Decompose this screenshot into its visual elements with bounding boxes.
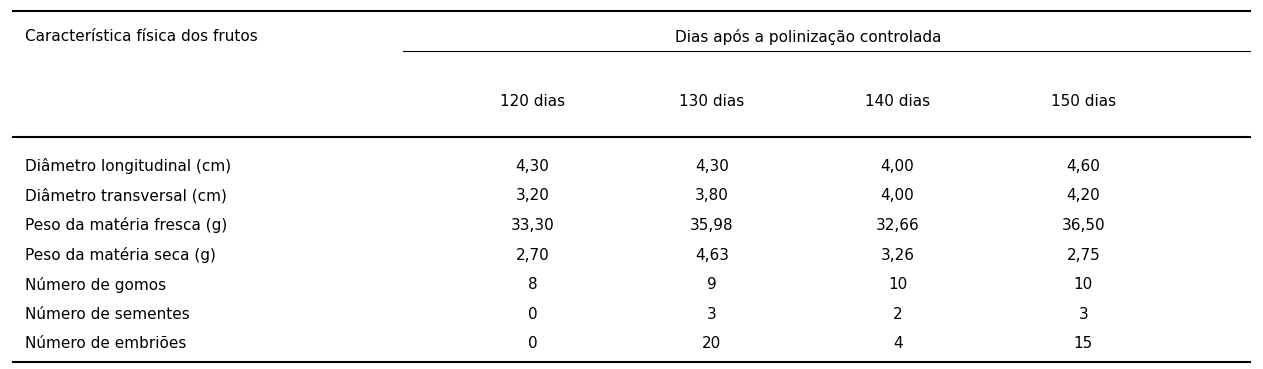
Text: 9: 9: [707, 277, 717, 292]
Text: 20: 20: [702, 336, 721, 351]
Text: 35,98: 35,98: [690, 218, 734, 233]
Text: 4,00: 4,00: [880, 189, 914, 203]
Text: Diâmetro longitudinal (cm): Diâmetro longitudinal (cm): [25, 158, 231, 175]
Text: 4,60: 4,60: [1066, 159, 1100, 174]
Text: 10: 10: [888, 277, 907, 292]
Text: 130 dias: 130 dias: [679, 94, 745, 109]
Text: 3,26: 3,26: [880, 248, 914, 262]
Text: 3,80: 3,80: [695, 189, 729, 203]
Text: 4,30: 4,30: [515, 159, 549, 174]
Text: 4,63: 4,63: [695, 248, 729, 262]
Text: 2: 2: [893, 307, 903, 321]
Text: 10: 10: [1074, 277, 1092, 292]
Text: 4: 4: [893, 336, 903, 351]
Text: Peso da matéria seca (g): Peso da matéria seca (g): [25, 247, 216, 263]
Text: 2,70: 2,70: [515, 248, 549, 262]
Text: 2,75: 2,75: [1066, 248, 1100, 262]
Text: 150 dias: 150 dias: [1051, 94, 1115, 109]
Text: 3: 3: [1079, 307, 1089, 321]
Text: 140 dias: 140 dias: [865, 94, 930, 109]
Text: 3: 3: [707, 307, 717, 321]
Text: Diâmetro transversal (cm): Diâmetro transversal (cm): [25, 188, 227, 204]
Text: Característica física dos frutos: Característica física dos frutos: [25, 29, 258, 44]
Text: Número de gomos: Número de gomos: [25, 276, 167, 293]
Text: 4,00: 4,00: [880, 159, 914, 174]
Text: Número de sementes: Número de sementes: [25, 307, 189, 321]
Text: 15: 15: [1074, 336, 1092, 351]
Text: 8: 8: [528, 277, 537, 292]
Text: Peso da matéria fresca (g): Peso da matéria fresca (g): [25, 217, 227, 234]
Text: 33,30: 33,30: [510, 218, 554, 233]
Text: Dias após a polinização controlada: Dias após a polinização controlada: [674, 29, 941, 45]
Text: 4,20: 4,20: [1066, 189, 1100, 203]
Text: 3,20: 3,20: [515, 189, 549, 203]
Text: 32,66: 32,66: [875, 218, 919, 233]
Text: 120 dias: 120 dias: [500, 94, 565, 109]
Text: 4,30: 4,30: [695, 159, 729, 174]
Text: 36,50: 36,50: [1061, 218, 1105, 233]
Text: 0: 0: [528, 336, 537, 351]
Text: Número de embriões: Número de embriões: [25, 336, 187, 351]
Text: 0: 0: [528, 307, 537, 321]
